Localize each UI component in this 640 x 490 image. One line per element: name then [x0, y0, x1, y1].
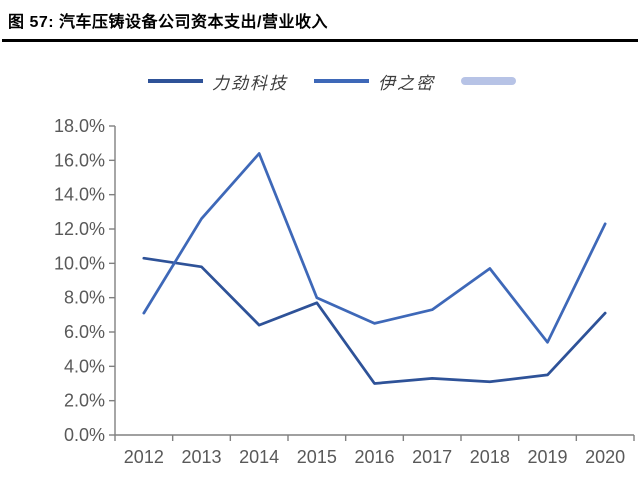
y-axis-tick-label: 0.0% — [64, 425, 105, 445]
x-axis-tick-label: 2018 — [470, 447, 510, 467]
title-divider — [2, 39, 638, 42]
y-axis-tick-label: 6.0% — [64, 322, 105, 342]
series-line-力劲科技 — [142, 256, 607, 385]
x-axis-tick-label: 2016 — [354, 447, 394, 467]
legend-line-swatch — [314, 79, 369, 83]
y-axis-tick-label: 2.0% — [64, 391, 105, 411]
legend-item-series-1: 力劲科技 — [148, 69, 288, 94]
legend-item-series-3 — [461, 77, 516, 85]
legend-line-swatch — [148, 79, 203, 83]
y-axis-tick-label: 14.0% — [54, 185, 105, 205]
figure-title: 图 57: 汽车压铸设备公司资本支出/营业收入 — [8, 14, 328, 31]
chart-legend: 力劲科技 伊之密 — [148, 69, 542, 94]
y-axis-tick-label: 10.0% — [54, 253, 105, 273]
series-line-伊之密 — [142, 152, 607, 344]
line-chart-svg: 0.0% 2.0% 4.0% 6.0% 8.0% 10.0% 12.0% 14.0% 16.0%… — [54, 116, 635, 467]
x-axis-tick-label: 2015 — [297, 447, 337, 467]
x-axis-tick-label: 2019 — [527, 447, 567, 467]
x-axis-tick-label: 2014 — [239, 447, 279, 467]
legend-label: 力劲科技 — [212, 73, 288, 93]
legend-item-series-2: 伊之密 — [314, 69, 435, 94]
y-axis-tick-label: 4.0% — [64, 356, 105, 376]
legend-label: 伊之密 — [378, 73, 435, 93]
legend-line-swatch — [461, 77, 516, 85]
y-axis-tick-label: 8.0% — [64, 288, 105, 308]
axis-lines — [114, 126, 634, 436]
y-axis-tick-label: 18.0% — [54, 116, 105, 136]
y-axis-tick-label: 16.0% — [54, 150, 105, 170]
x-axis-tick-label: 2020 — [585, 447, 625, 467]
x-axis-tick-label: 2013 — [181, 447, 221, 467]
x-axis-tick-label: 2012 — [124, 447, 164, 467]
y-axis-tick-label: 12.0% — [54, 219, 105, 239]
x-axis-tick-label: 2017 — [412, 447, 452, 467]
